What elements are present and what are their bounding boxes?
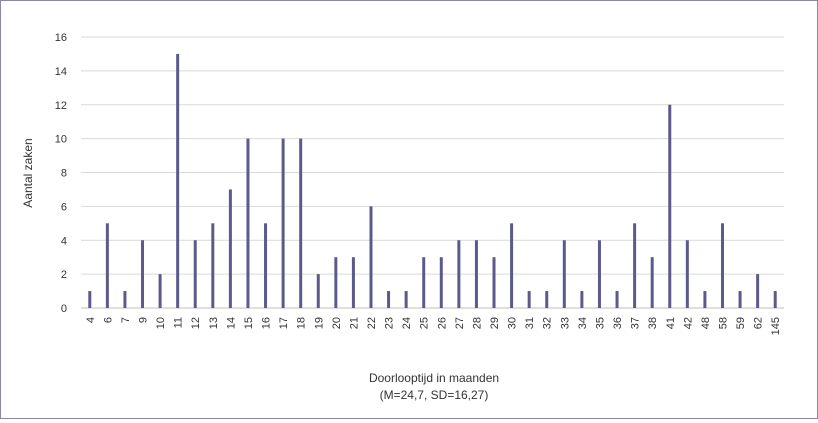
x-tick-label: 18 [296,317,308,329]
bar-42 [685,240,689,308]
x-tick-label: 59 [735,317,747,329]
bar-31 [527,291,531,308]
x-tick-label: 15 [243,317,255,329]
y-tick-label: 2 [61,269,67,281]
x-tick-label: 62 [753,317,765,329]
x-tick-label: 22 [366,317,378,329]
x-tick-label: 30 [507,317,519,329]
bar-11 [176,53,180,308]
bar-17 [281,138,285,308]
bar-28 [474,240,478,308]
x-tick-label: 24 [401,317,413,329]
x-tick-label: 11 [173,317,185,328]
bar-34 [580,291,584,308]
gridlines [81,36,784,309]
bar-19 [316,274,320,308]
bar-30 [510,223,514,308]
bar-26 [439,257,443,308]
bar-18 [299,138,303,308]
x-tick-label: 10 [155,317,167,329]
x-tick-label: 23 [384,317,396,329]
x-tick-label: 35 [594,317,606,329]
y-tick-label: 0 [61,303,67,315]
bar-33 [562,240,566,308]
x-tick-label: 37 [630,317,642,329]
bars [88,53,777,308]
bar-4 [88,291,92,308]
x-tick-label: 48 [700,317,712,329]
x-tick-label: 29 [489,317,501,329]
x-tick-label: 16 [261,317,273,329]
x-tick-label: 26 [436,317,448,329]
bar-145 [773,291,777,308]
x-tick-label: 34 [577,317,589,329]
x-tick-label: 145 [770,317,782,335]
x-tick-label: 21 [348,317,360,329]
bar-58 [720,223,724,308]
x-tick-label: 19 [313,317,325,329]
x-tick-label: 28 [471,317,483,329]
bar-62 [756,274,760,308]
bar-23 [387,291,391,308]
x-tick-label: 25 [419,317,431,329]
bar-12 [193,240,197,308]
bar-22 [369,206,373,308]
bar-35 [597,240,601,308]
x-tick-label: 31 [524,317,536,329]
x-tick-label: 17 [278,317,290,329]
x-tick-label: 42 [682,317,694,329]
bar-15 [246,138,250,308]
bar-10 [158,274,162,308]
bar-48 [703,291,707,308]
x-tick-label: 36 [612,317,624,329]
bar-21 [351,257,355,308]
y-tick-label: 6 [61,201,67,213]
bar-9 [141,240,145,308]
bar-38 [650,257,654,308]
bar-7 [123,291,127,308]
x-tick-label: 14 [225,317,237,329]
y-tick-label: 16 [55,32,67,44]
x-tick-labels: 4 6 7 9 10 11 12 13 14 15 16 17 18 19 20 21 22 23 24 25 26 27… [85,317,782,335]
x-tick-label: 13 [208,317,220,329]
x-tick-label: 27 [454,317,466,329]
bar-41 [668,104,672,308]
bar-13 [211,223,215,308]
bar-16 [264,223,268,308]
x-tick-label: 20 [331,317,343,329]
x-tick-label: 7 [120,317,132,323]
bar-20 [334,257,338,308]
bar-32 [545,291,549,308]
x-tick-label: 4 [85,317,97,323]
bar-29 [492,257,496,308]
x-tick-label: 58 [717,317,729,329]
bar-24 [404,291,408,308]
x-tick-label: 33 [559,317,571,329]
x-tick-label: 6 [102,317,114,323]
y-tick-label: 4 [61,235,67,247]
y-tick-label: 10 [55,134,67,146]
bar-27 [457,240,461,308]
bar-6 [105,223,109,308]
bar-59 [738,291,742,308]
bar-25 [422,257,426,308]
x-tick-label: 32 [542,317,554,329]
y-axis-title: Aantal zaken [21,138,35,207]
y-tick-label: 14 [55,66,67,78]
bar-14 [228,189,232,308]
x-tick-label: 41 [665,317,677,329]
bar-37 [633,223,637,308]
bar-36 [615,291,619,308]
y-tick-label: 12 [55,100,67,112]
y-tick-labels: 0 2 4 6 8 10 12 14 16 [55,32,67,315]
x-axis-subtitle: (M=24,7, SD=16,27) [380,388,489,402]
x-tick-label: 12 [190,317,202,329]
x-tick-label: 9 [138,317,150,323]
y-tick-label: 8 [61,168,67,180]
x-axis-title: Doorlooptijd in maanden [369,371,499,385]
x-tick-label: 38 [647,317,659,329]
